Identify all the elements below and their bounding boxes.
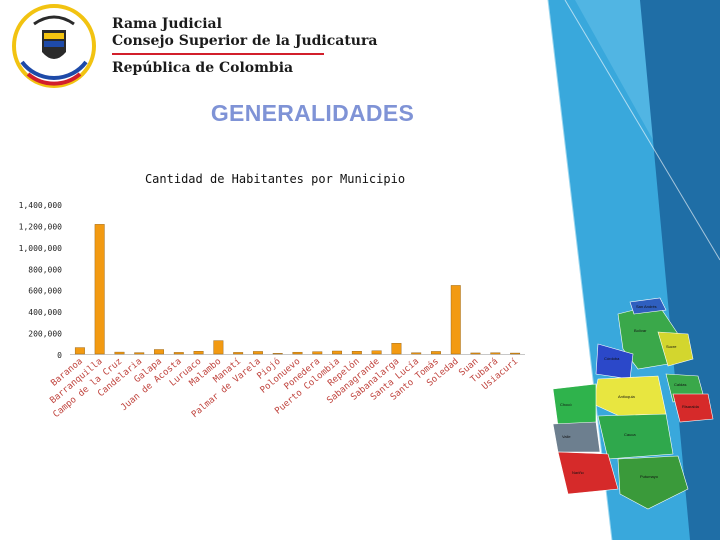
bar <box>312 351 323 355</box>
bar <box>470 352 481 355</box>
bar <box>490 352 501 355</box>
map-region-label: Cauca <box>624 432 636 437</box>
bar <box>233 352 244 355</box>
bar <box>411 352 422 355</box>
map-region <box>597 413 674 460</box>
y-tick-label: 600,000 <box>28 287 62 296</box>
map-region-label: Risaralda <box>682 404 700 409</box>
map-region <box>672 393 714 423</box>
map-region-label: Chocó <box>560 402 572 407</box>
chart-title: Cantidad de Habitantes por Municipio <box>144 172 406 186</box>
map-region <box>617 455 689 510</box>
slide-title: GENERALIDADES <box>210 100 415 126</box>
coat-of-arms-logo <box>12 4 96 88</box>
bar <box>114 351 125 355</box>
bar <box>431 351 441 355</box>
y-tick-label: 1,000,000 <box>19 244 63 253</box>
bar <box>450 285 461 355</box>
bar <box>134 352 145 355</box>
y-tick-label: 0 <box>57 351 62 360</box>
bar <box>252 351 263 355</box>
bar <box>292 351 303 355</box>
map-region-label: Sucre <box>666 344 677 349</box>
y-tick-label: 200,000 <box>28 330 62 339</box>
map-region-label: Caldas <box>674 382 686 387</box>
y-tick-label: 1,200,000 <box>19 222 63 231</box>
bar-chart: 0 200,000 400,000 600,000 800,000 1,000,000 1,… <box>19 201 525 420</box>
department-map: San Andrés Bolívar Sucre Córdoba Antioqu… <box>552 297 714 510</box>
map-region-label: Córdoba <box>604 356 620 361</box>
bar <box>391 343 402 355</box>
bar <box>272 353 283 355</box>
bar <box>371 350 382 355</box>
map-region <box>552 421 601 453</box>
org-name-line1: Rama Judicial <box>112 16 222 32</box>
bar <box>74 347 85 355</box>
map-region <box>629 297 667 315</box>
bar <box>351 351 362 355</box>
bar <box>213 340 224 355</box>
map-region-label: Nariño <box>572 470 585 475</box>
y-tick-label: 400,000 <box>28 308 62 317</box>
bar <box>94 224 105 355</box>
map-region-label: San Andrés <box>636 304 657 309</box>
bar <box>193 351 204 355</box>
map-region-label: Putumayo <box>640 474 659 479</box>
y-tick-label: 800,000 <box>28 265 62 274</box>
bar <box>510 352 521 355</box>
map-region <box>557 451 619 495</box>
org-name-line2: Consejo Superior de la Judicatura <box>112 33 378 49</box>
header-rule <box>112 53 324 55</box>
map-region <box>657 331 694 367</box>
map-region-label: Valle <box>562 434 571 439</box>
y-tick-label: 1,400,000 <box>19 201 63 210</box>
bar <box>154 349 164 355</box>
header: Rama Judicial Consejo Superior de la Jud… <box>4 2 377 90</box>
org-name-line3: República de Colombia <box>112 60 294 76</box>
bar <box>173 352 184 355</box>
map-region-label: Bolívar <box>634 328 647 333</box>
map-region-label: Antioquia <box>618 394 635 399</box>
bar <box>332 350 343 355</box>
